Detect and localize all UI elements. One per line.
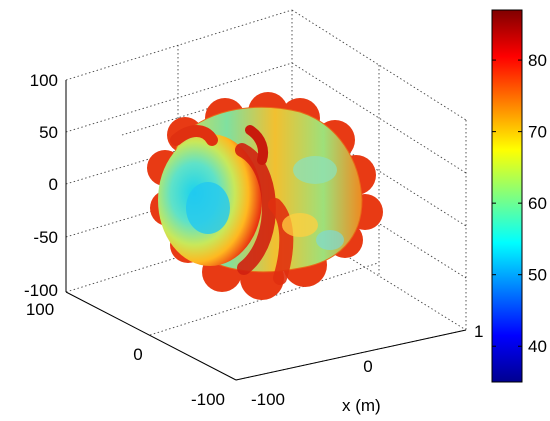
z-tick-label: 50 — [39, 123, 58, 142]
y-tick-label: 0 — [133, 345, 142, 364]
x-tick-label: -100 — [251, 390, 285, 409]
z-tick-label: 0 — [49, 175, 58, 194]
surface-ring-band — [245, 125, 269, 165]
z-axis-ticks: 100 50 0 -50 -100 — [24, 71, 58, 300]
axes-lines — [65, 80, 467, 381]
colorbar — [491, 9, 523, 383]
surface-ring-band — [268, 198, 294, 285]
surface-ring-band — [170, 125, 218, 146]
y-tick-label: 100 — [26, 300, 54, 319]
z-tick-label: -50 — [33, 228, 58, 247]
x-axis-label: x (m) — [342, 396, 381, 415]
colorbar-ticks: 80 70 60 50 40 — [492, 51, 547, 356]
y-axis-ticks: 100 0 -100 — [26, 300, 225, 409]
colorbar-tick-label: 60 — [528, 194, 547, 213]
surface-highlight — [282, 213, 318, 237]
y-tick-label: -100 — [191, 390, 225, 409]
colorbar-tick-label: 50 — [528, 266, 547, 285]
surface-face-core — [186, 182, 230, 234]
surface-ring-band — [235, 143, 276, 275]
x-tick-label: 0 — [363, 357, 372, 376]
z-tick-label: 100 — [30, 71, 58, 90]
colorbar-tick-label: 70 — [528, 123, 547, 142]
z-tick-label: -100 — [24, 281, 58, 300]
surface-plot — [147, 92, 383, 300]
surface-highlight — [316, 230, 344, 250]
colorbar-tick-label: 80 — [528, 51, 547, 70]
colorbar-tick-label: 40 — [528, 337, 547, 356]
surface-highlight — [293, 156, 337, 184]
